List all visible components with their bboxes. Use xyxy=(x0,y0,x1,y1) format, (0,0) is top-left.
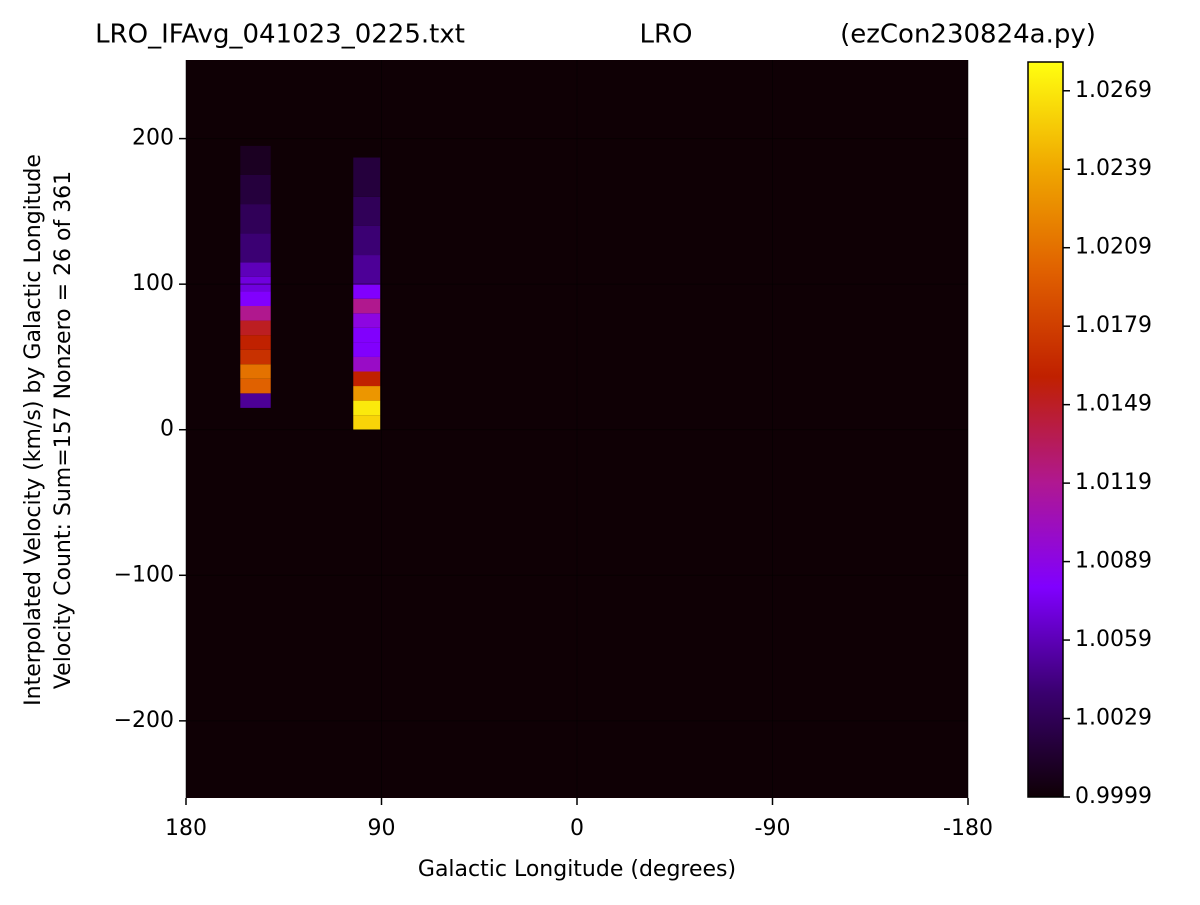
heat-cell xyxy=(240,291,271,306)
x-tick-label: 0 xyxy=(570,816,584,841)
y-axis-label: Velocity Count: Sum=157 Nonzero = 26 of … xyxy=(51,171,76,689)
x-tick-label: 90 xyxy=(368,816,396,841)
colorbar-tick-label: 1.0149 xyxy=(1075,392,1152,417)
x-tick-label: 180 xyxy=(165,816,207,841)
y-tick-label: −100 xyxy=(114,562,174,587)
heat-cell xyxy=(353,400,381,416)
heat-cell xyxy=(240,262,271,277)
x-axis-label: Galactic Longitude (degrees) xyxy=(418,857,736,882)
colorbar-tick-label: 1.0209 xyxy=(1075,235,1152,260)
x-tick-label: -90 xyxy=(755,816,791,841)
y-tick-label: 200 xyxy=(132,126,174,151)
colorbar-tick-label: 1.0239 xyxy=(1075,156,1152,181)
colorbar-tick-label: 1.0269 xyxy=(1075,78,1152,103)
title-file: LRO_IFAvg_041023_0225.txt xyxy=(95,20,465,50)
y-tick-label: 100 xyxy=(132,271,174,296)
colorbar-tick-label: 0.9999 xyxy=(1075,784,1152,809)
heat-cell xyxy=(240,233,271,263)
heat-cell xyxy=(240,335,271,350)
heat-cell xyxy=(353,356,381,372)
heat-cell xyxy=(353,327,381,343)
colorbar-tick-label: 1.0179 xyxy=(1075,313,1152,338)
heat-cell xyxy=(353,284,381,299)
heat-cell xyxy=(240,349,271,365)
heat-cell xyxy=(353,386,381,401)
heat-cell xyxy=(353,298,381,314)
title-station: LRO xyxy=(639,20,692,50)
heat-cell xyxy=(353,196,381,226)
colorbar-tick-label: 1.0119 xyxy=(1075,470,1152,495)
heat-cell xyxy=(240,145,271,175)
heat-cell xyxy=(240,204,271,234)
heat-cell xyxy=(353,225,381,256)
heat-cell xyxy=(353,415,381,430)
colorbar xyxy=(1027,61,1064,798)
heat-cell xyxy=(353,157,381,197)
y-tick-label: −200 xyxy=(114,708,174,733)
heat-cell xyxy=(353,255,381,285)
heat-cell xyxy=(240,393,271,408)
title-program: (ezCon230824a.py) xyxy=(840,20,1096,50)
colorbar-tick-label: 1.0089 xyxy=(1075,549,1152,574)
y-axis-label: Interpolated Velocity (km/s) by Galactic… xyxy=(21,154,46,706)
heat-cell xyxy=(240,378,271,394)
heat-cell xyxy=(240,174,271,205)
colorbar-tick-label: 1.0059 xyxy=(1075,627,1152,652)
heat-cell xyxy=(353,313,381,328)
heat-cell xyxy=(240,306,271,321)
x-tick-label: -180 xyxy=(943,816,993,841)
heat-cell xyxy=(240,320,271,336)
heat-cell xyxy=(353,342,381,357)
heat-cell xyxy=(353,371,381,387)
heat-cell xyxy=(240,364,271,379)
y-tick-label: 0 xyxy=(160,417,174,442)
colorbar-tick-label: 1.0029 xyxy=(1075,706,1152,731)
